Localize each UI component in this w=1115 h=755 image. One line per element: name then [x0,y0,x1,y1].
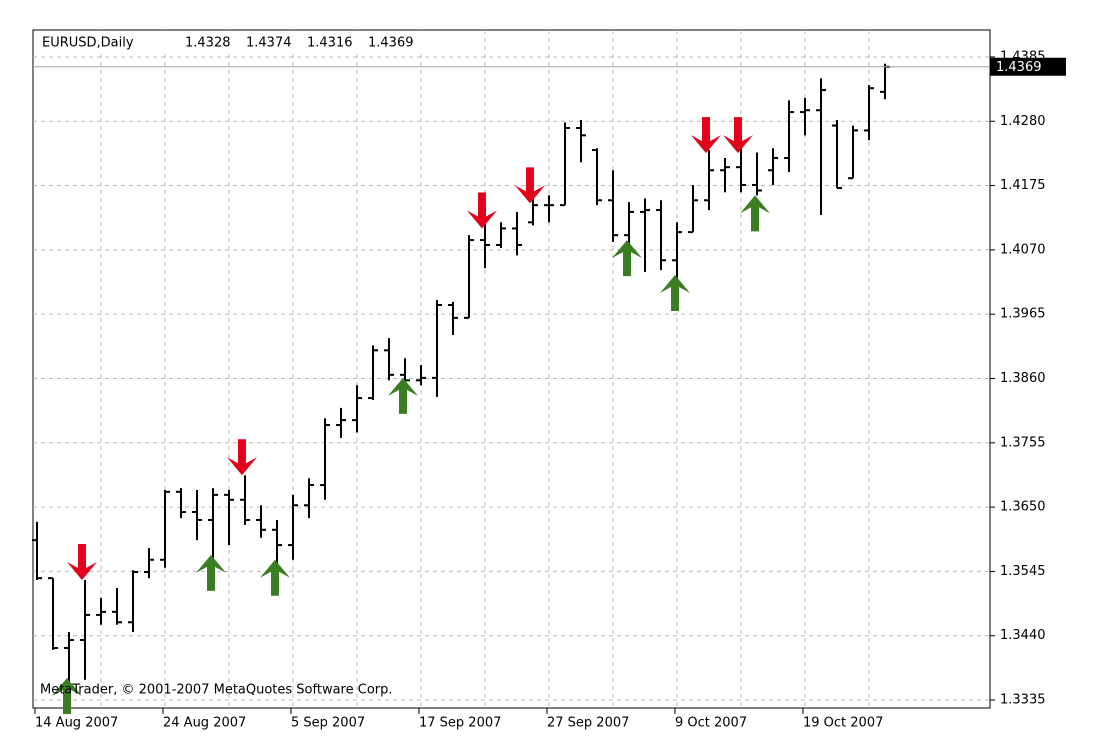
x-tick-label: 5 Sep 2007 [291,716,365,731]
sell-arrow [227,439,257,476]
header-open: 1.4328 [185,36,231,51]
y-tick-label: 1.4070 [1000,242,1046,257]
buy-arrow [612,240,642,277]
plot-frame [32,29,991,709]
buy-arrow [52,677,82,714]
y-tick-label: 1.4280 [1000,114,1046,129]
x-tick-label: 19 Oct 2007 [803,716,883,731]
y-tick-label: 1.3965 [1000,307,1046,322]
sell-arrow [67,543,97,580]
header-close: 1.4369 [368,36,414,51]
x-tick-label: 24 Aug 2007 [163,716,246,731]
sell-arrow [467,192,497,229]
header-low: 1.4316 [307,36,353,51]
buy-arrow [660,274,690,311]
grid [33,30,990,708]
y-tick-label: 1.3650 [1000,500,1046,515]
y-tick-label: 1.3335 [1000,693,1046,708]
buy-arrow [740,195,770,232]
sell-arrow [691,117,721,154]
sell-arrow [515,167,545,204]
y-tick-label: 1.4175 [1000,178,1046,193]
x-tick-label: 17 Sep 2007 [419,716,501,731]
buy-arrow [260,559,290,596]
y-tick-label: 1.3440 [1000,628,1046,643]
x-tick-label: 14 Aug 2007 [35,716,118,731]
axes: 1.43851.42801.41751.40701.39651.38601.37… [34,49,1066,731]
price-label-bg [990,57,1066,76]
buy-arrow [196,554,226,591]
y-tick-label: 1.3755 [1000,435,1046,450]
y-tick-label: 1.3860 [1000,371,1046,386]
symbol: EURUSD,Daily [42,36,134,51]
x-tick-label: 27 Sep 2007 [547,716,629,731]
watermark: MetaTrader, © 2001-2007 MetaQuotes Softw… [40,683,393,698]
x-tick-label: 9 Oct 2007 [675,716,747,731]
y-tick-label: 1.3545 [1000,564,1046,579]
buy-arrow [388,377,418,414]
marks [32,63,990,714]
header-high: 1.4374 [246,36,292,51]
price-label: 1.4369 [996,60,1042,75]
header-bg [36,32,432,52]
sell-arrow [723,117,753,154]
